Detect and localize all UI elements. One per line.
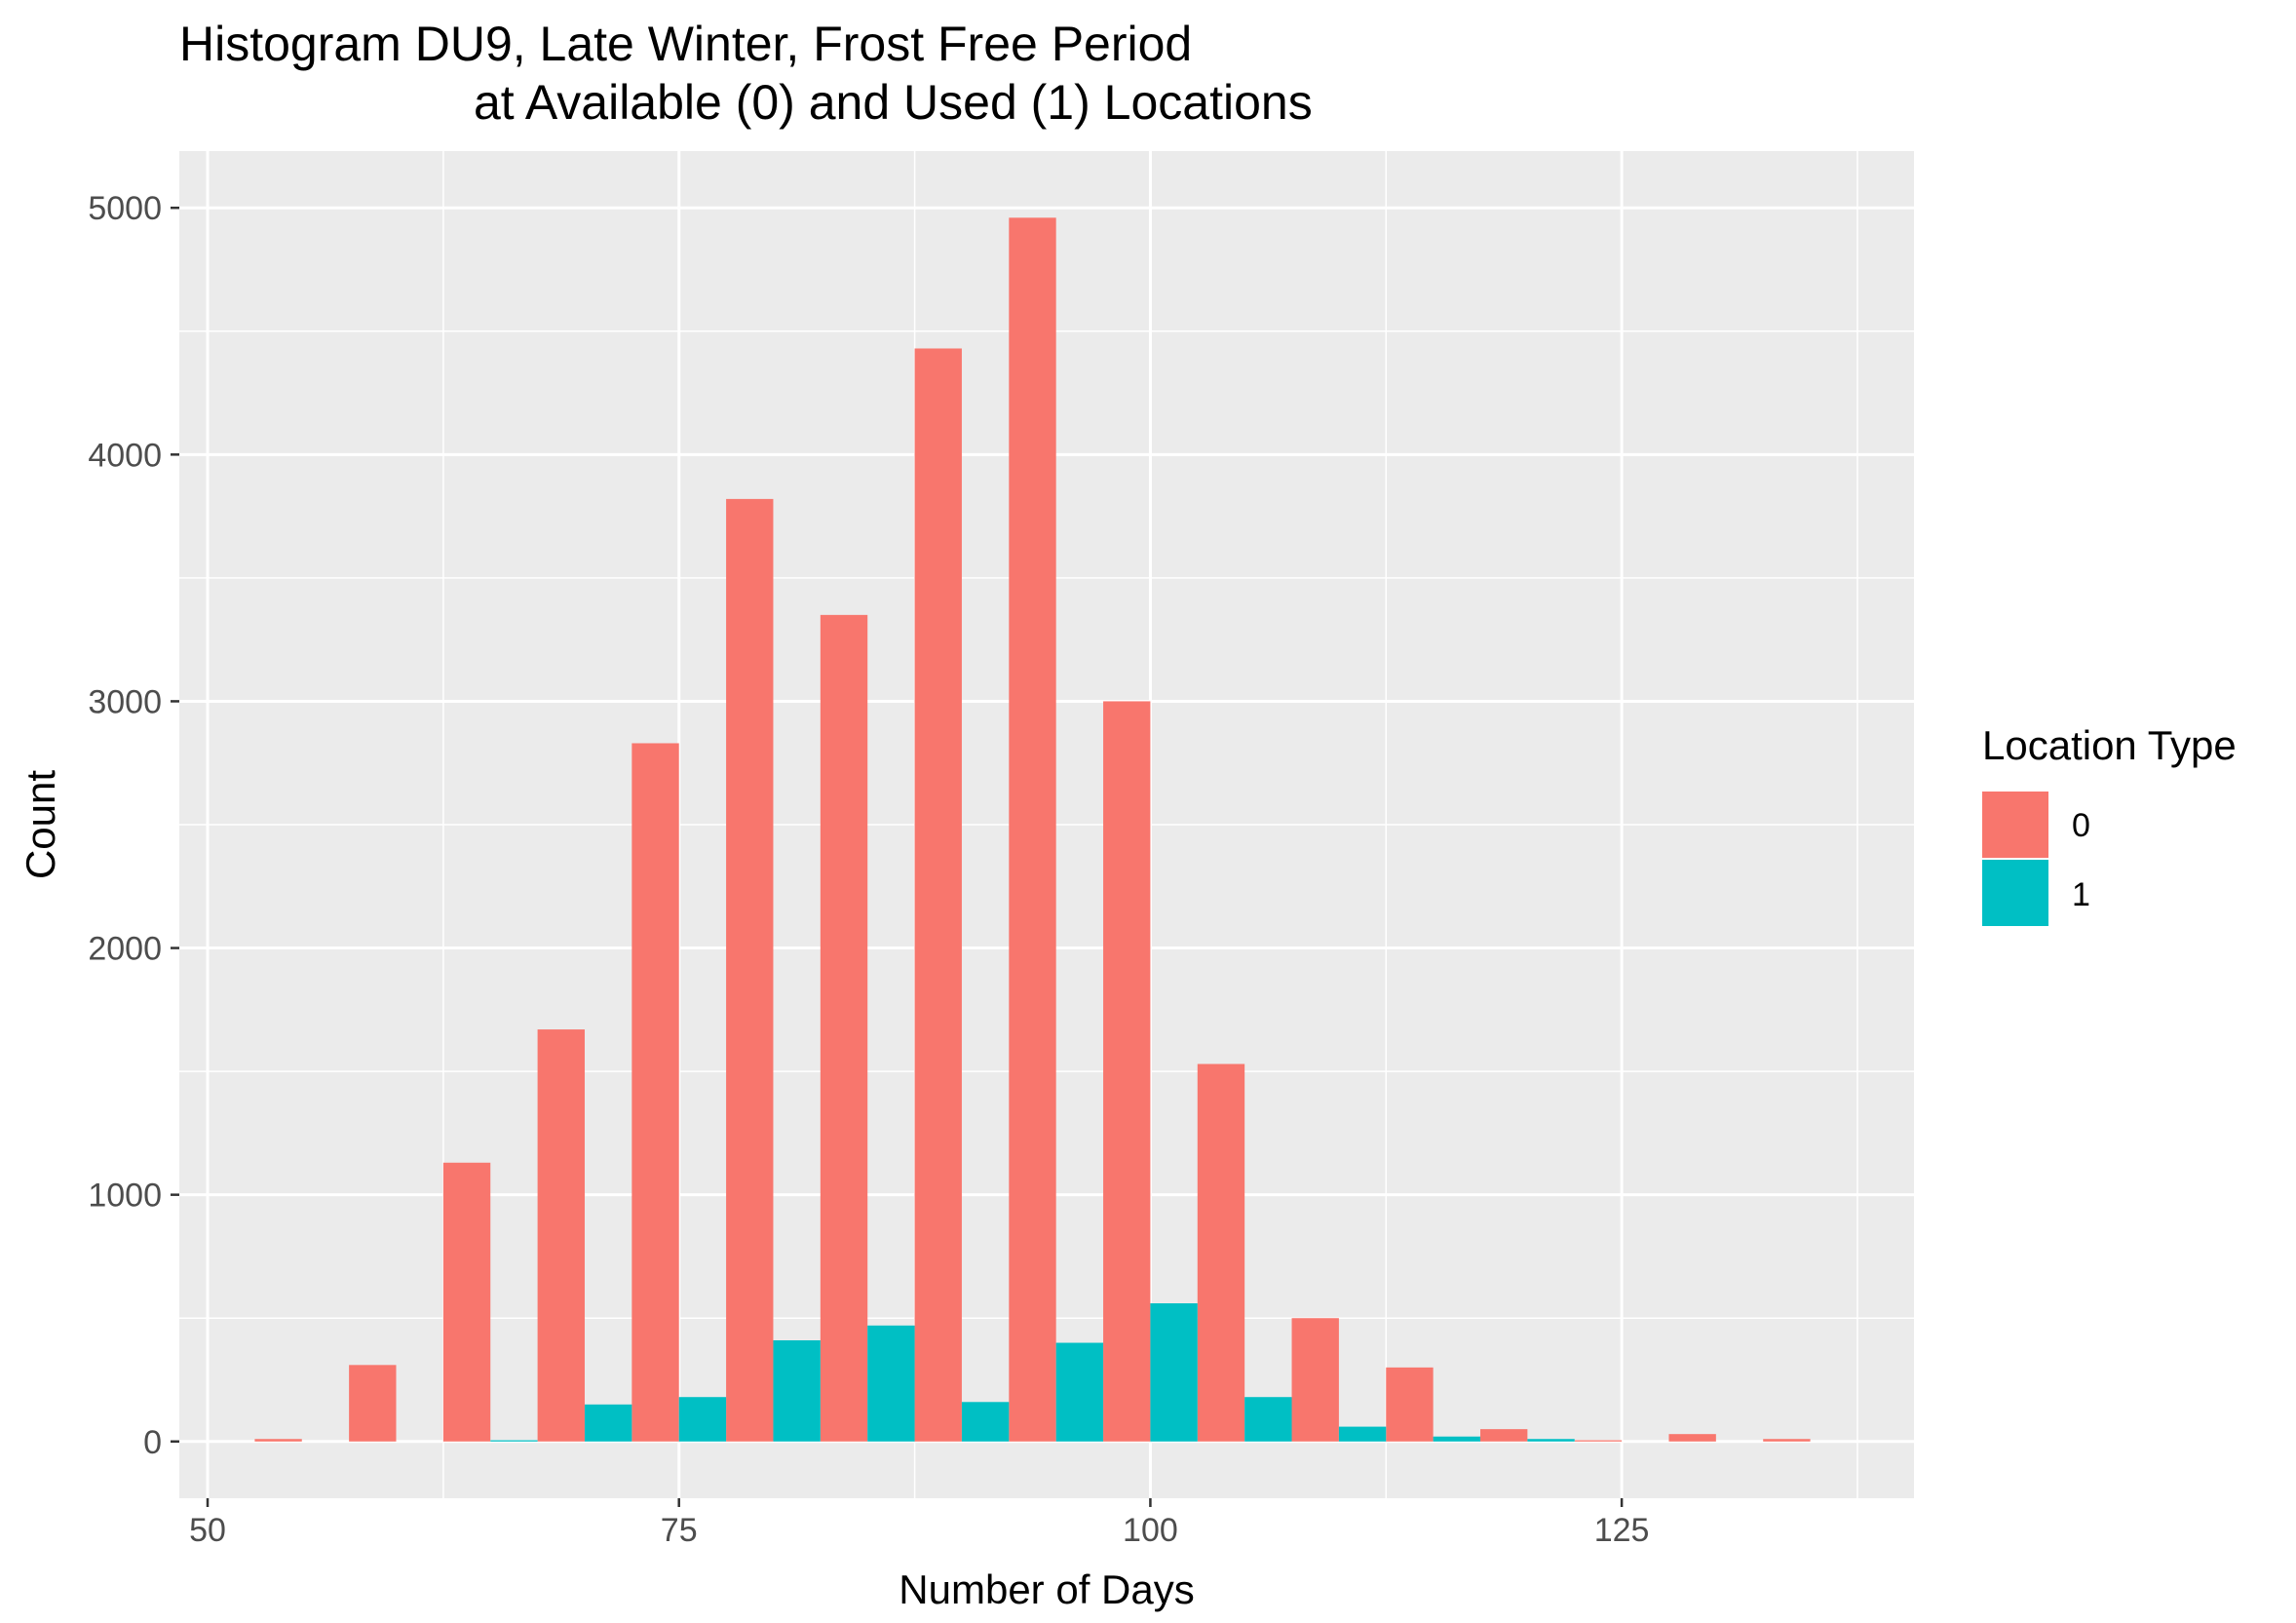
bar-series-1 [584,1404,632,1442]
y-tick-label: 4000 [88,437,162,474]
title-line-1: Histogram DU9, Late Winter, Frost Free P… [179,17,1192,71]
bar-series-1 [1055,1342,1104,1442]
bar-series-0 [1291,1318,1339,1442]
bar-series-0 [1103,701,1151,1442]
bar-series-0 [442,1162,491,1442]
legend: Location Type 0 1 [1982,722,2237,926]
title-line-2: at Available (0) and Used (1) Locations [474,75,1313,130]
bar-series-1 [1150,1303,1198,1442]
bar-series-1 [678,1397,727,1442]
legend-key-1 [1982,860,2048,926]
x-tick-label: 100 [1123,1512,1178,1549]
x-axis: 50 75 100 125 [189,1498,1649,1549]
bar-series-0 [1197,1063,1245,1442]
bar-series-0 [631,743,679,1442]
bar-series-0 [1574,1440,1623,1442]
bar-series-1 [490,1440,538,1442]
y-tick-label: 5000 [88,190,162,227]
bar-series-1 [773,1340,821,1442]
legend-key-0 [1982,792,2048,858]
bar-series-0 [914,348,962,1442]
bar-series-0 [537,1029,585,1442]
bar-series-0 [254,1439,302,1442]
legend-item-1: 1 [1982,860,2090,926]
x-tick-label: 50 [189,1512,226,1549]
y-tick-label: 0 [143,1424,162,1461]
legend-title: Location Type [1982,722,2237,768]
bar-series-0 [1480,1429,1528,1442]
y-tick-label: 3000 [88,683,162,720]
bar-series-1 [961,1402,1010,1442]
y-tick-label: 2000 [88,931,162,968]
bar-series-1 [1338,1426,1387,1442]
bar-series-1 [867,1325,915,1442]
bar-series-0 [1668,1434,1716,1442]
bar-series-0 [1009,217,1056,1442]
chart-title: Histogram DU9, Late Winter, Frost Free P… [179,17,1313,130]
x-axis-title: Number of Days [899,1566,1194,1612]
bar-series-0 [726,498,774,1442]
bar-series-1 [1244,1397,1292,1442]
y-axis: 0 1000 2000 3000 4000 5000 [88,190,179,1461]
x-tick-label: 125 [1594,1512,1650,1549]
legend-label-0: 0 [2072,807,2090,844]
bar-series-0 [1763,1439,1811,1442]
bar-series-0 [1386,1367,1434,1442]
x-tick-label: 75 [661,1512,698,1549]
legend-label-1: 1 [2072,876,2090,913]
bar-series-0 [820,614,868,1442]
y-tick-label: 1000 [88,1178,162,1215]
y-axis-title: Count [18,770,63,879]
bar-series-1 [1527,1439,1575,1442]
bar-series-0 [349,1365,397,1442]
legend-item-0: 0 [1982,792,2090,858]
histogram-bars [254,217,1811,1442]
bar-series-1 [1433,1436,1480,1442]
